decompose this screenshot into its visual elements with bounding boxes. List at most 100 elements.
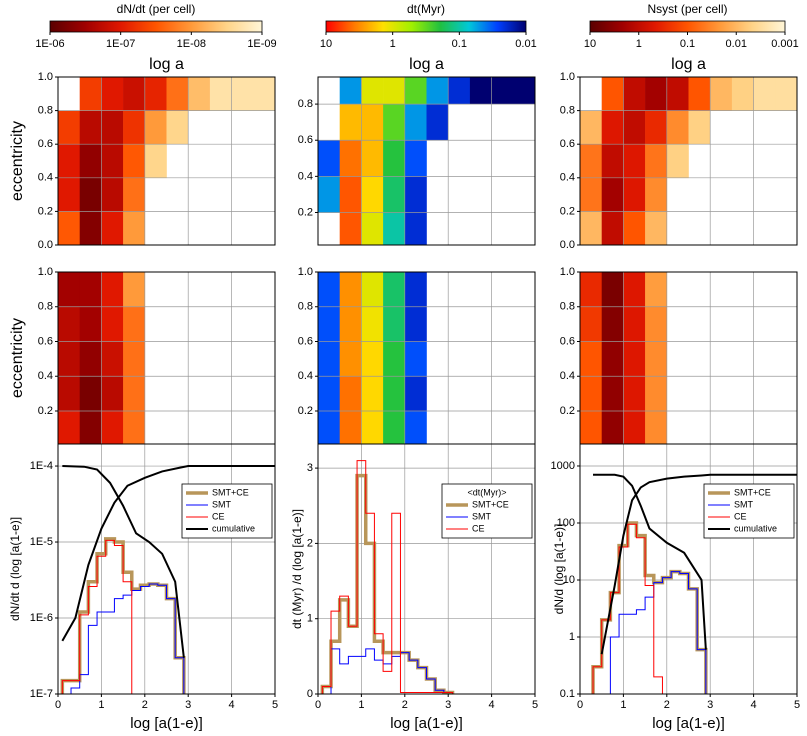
heatmap-cell [123, 376, 146, 412]
y-tick-label: 0.8 [560, 301, 575, 313]
colorbar [49, 20, 263, 33]
x-tick-label: 5 [532, 699, 538, 711]
plot-frame [579, 443, 798, 695]
heatmap-cell [58, 177, 80, 212]
plot-area [58, 444, 275, 694]
heatmap-cell [101, 177, 124, 212]
heatmap-cell [623, 306, 646, 342]
legend-label: CE [212, 511, 225, 521]
plot-frame [57, 76, 276, 246]
plot-area [580, 444, 797, 694]
x-tick-label: 1 [98, 699, 104, 711]
y-tick-label: 0.1 [560, 688, 575, 700]
heatmap-cell [79, 376, 102, 412]
x-axis-title: log [a(1-e)] [130, 715, 203, 732]
colorbar-tick-label: 1E-06 [35, 38, 64, 50]
x-axis-title: log a [671, 56, 706, 73]
series-line [592, 523, 663, 694]
x-axis-title: log a [409, 56, 444, 73]
heatmap-cell [383, 176, 406, 213]
heatmap-cell [318, 272, 340, 308]
plot-background [580, 444, 797, 694]
heatmap-cell [339, 77, 362, 105]
x-tick-label: 2 [664, 699, 670, 711]
heatmap-cell [144, 110, 167, 145]
x-axis-title: log [a(1-e)] [652, 715, 725, 732]
heatmap-cell [580, 211, 602, 245]
legend-title: <dt(Myr)> [467, 487, 506, 497]
y-tick-label: 1E-5 [30, 536, 53, 548]
x-tick-label: 0 [577, 699, 583, 711]
heatmap-cell [339, 376, 362, 412]
legend-label: CE [472, 523, 485, 533]
colorbar-tick-label: 10 [584, 38, 596, 50]
y-tick-label: 0.4 [298, 170, 313, 182]
heatmap-cell [123, 110, 146, 145]
legend-label: SMT+CE [212, 487, 249, 497]
heatmap-cell [601, 306, 624, 342]
heatmap-cell [469, 77, 492, 105]
y-tick-label: 0.0 [560, 239, 575, 251]
x-tick-label: 3 [707, 699, 713, 711]
y-tick-label: 0.6 [298, 134, 313, 146]
x-tick-label: 4 [751, 699, 757, 711]
heatmap-cell [101, 306, 124, 342]
heatmap-cell [601, 341, 624, 377]
series-line [61, 539, 133, 694]
y-tick-label: 0.8 [298, 301, 313, 313]
y-tick-label: 0.4 [38, 172, 53, 184]
heatmap-cell [645, 77, 668, 111]
legend-label: SMT [212, 499, 232, 509]
heatmap-cell [383, 410, 406, 444]
y-tick-label: 2 [307, 537, 313, 549]
heatmap-cell [253, 77, 275, 111]
heatmap-cell [601, 77, 624, 111]
heatmap-cell [58, 211, 80, 245]
heatmap-cell [645, 144, 668, 179]
heatmap-cell [188, 77, 211, 111]
heatmap-cell [79, 110, 102, 145]
heatmap-cell [339, 212, 362, 245]
heatmap-cell [404, 272, 427, 308]
heatmap-cell [404, 410, 427, 444]
y-tick-label: 1.0 [298, 266, 313, 278]
colorbar-title: dt(Myr) [407, 2, 445, 16]
heatmap-cell [79, 306, 102, 342]
y-tick-label: 100 [557, 517, 575, 529]
series-line [321, 460, 454, 694]
heatmap-cell [623, 410, 646, 444]
heatmap-cell [404, 176, 427, 213]
heatmap-cell [361, 272, 384, 308]
colorbar-tick-label: 1 [390, 38, 396, 50]
heatmap-cell [688, 110, 711, 145]
heatmap-cell [601, 211, 624, 245]
heatmap-cell [123, 410, 146, 444]
colorbar-title: dN/dt (per cell) [117, 2, 196, 16]
y-tick-label: 0.4 [298, 370, 313, 382]
heatmap-cell [448, 77, 471, 105]
legend-label: cumulative [734, 523, 777, 533]
heatmap-cell [361, 306, 384, 342]
legend-label: SMT+CE [734, 487, 771, 497]
heatmap-cell [144, 77, 167, 111]
y-tick-label: 0.0 [38, 239, 53, 251]
heatmap-cell [383, 77, 406, 105]
heatmap-cell [404, 104, 427, 141]
heatmap-cell [580, 110, 602, 145]
y-tick-label: 1.0 [560, 71, 575, 83]
heatmap-cell [101, 144, 124, 179]
y-axis-title: dt (Myr) /d (log [a(1-e)] [290, 509, 304, 629]
heatmap-cell [645, 410, 668, 444]
heatmap-cell [339, 104, 362, 141]
heatmap-cell [426, 77, 449, 105]
heatmap-cell [383, 104, 406, 141]
x-axis-title: log [a(1-e)] [390, 715, 463, 732]
plot-background [58, 444, 275, 694]
heatmap-cell [580, 341, 602, 377]
heatmap-cell [123, 272, 146, 308]
x-tick-label: 5 [272, 699, 278, 711]
colorbar-tick-label: 10 [320, 38, 332, 50]
y-tick-label: 0.2 [298, 206, 313, 218]
colorbar [589, 20, 786, 33]
y-tick-label: 0.6 [38, 335, 53, 347]
